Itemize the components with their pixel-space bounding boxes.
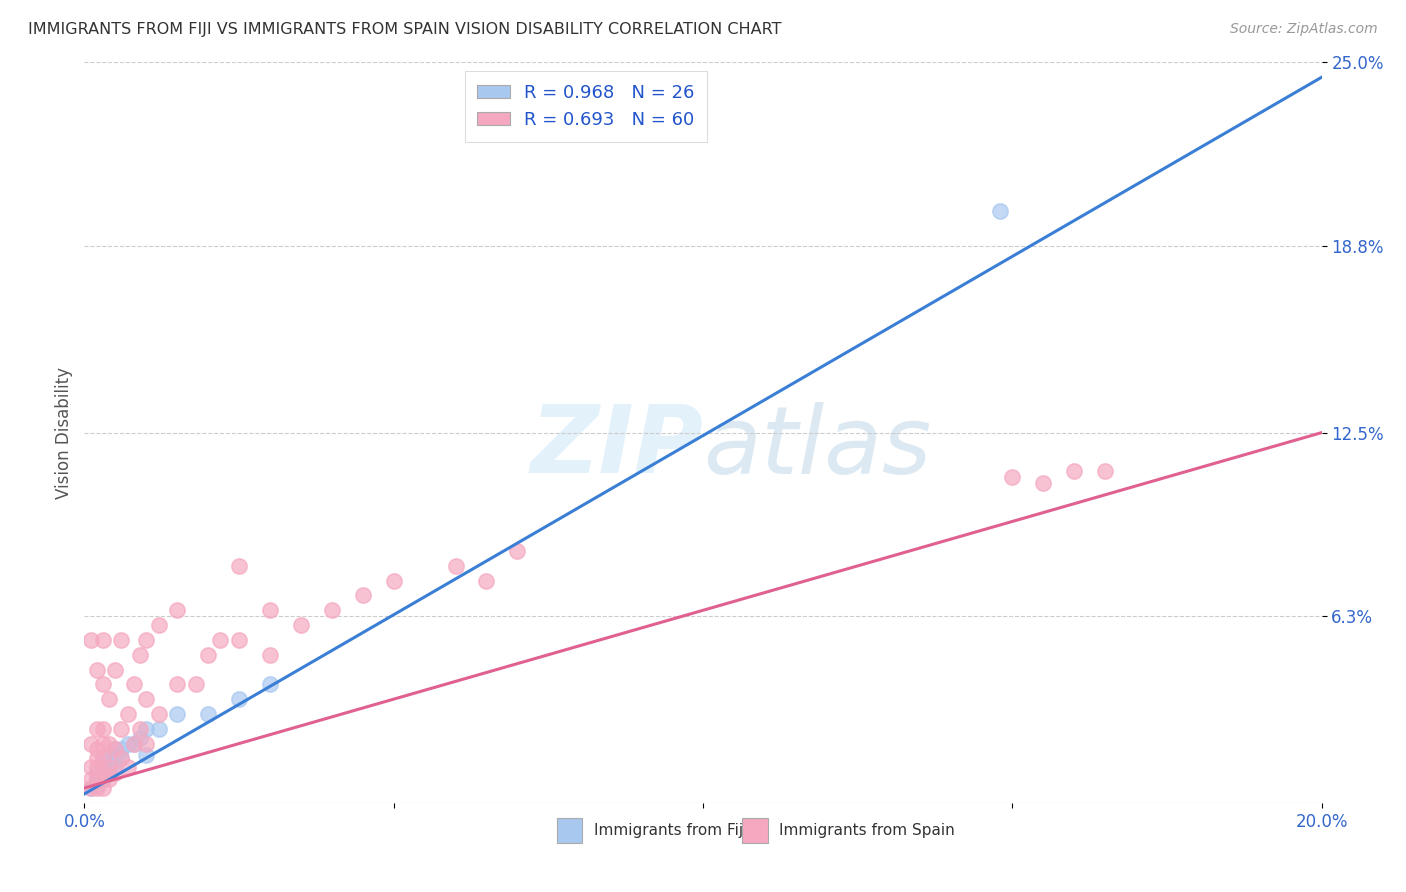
Point bbox=[86, 742, 108, 756]
Point bbox=[79, 632, 101, 647]
Point bbox=[104, 766, 127, 780]
Text: atlas: atlas bbox=[703, 402, 931, 493]
Point bbox=[91, 677, 114, 691]
Point bbox=[506, 544, 529, 558]
Point bbox=[86, 760, 108, 774]
Point bbox=[184, 677, 207, 691]
Point bbox=[79, 772, 101, 786]
Point bbox=[104, 742, 127, 756]
Point bbox=[86, 722, 108, 736]
Point bbox=[988, 203, 1011, 218]
Point bbox=[1001, 470, 1024, 484]
Point bbox=[110, 722, 132, 736]
Point bbox=[86, 780, 108, 795]
Point bbox=[382, 574, 405, 588]
Point bbox=[148, 722, 170, 736]
Point bbox=[122, 737, 145, 751]
Text: Source: ZipAtlas.com: Source: ZipAtlas.com bbox=[1230, 22, 1378, 37]
Point bbox=[228, 558, 250, 573]
Point bbox=[321, 603, 343, 617]
Point bbox=[98, 692, 121, 706]
Point bbox=[122, 737, 145, 751]
Y-axis label: Vision Disability: Vision Disability bbox=[55, 367, 73, 499]
Point bbox=[135, 722, 157, 736]
Point bbox=[86, 751, 108, 765]
Point bbox=[117, 760, 139, 774]
Point bbox=[135, 632, 157, 647]
Point bbox=[129, 731, 152, 745]
Point bbox=[166, 706, 188, 721]
Point bbox=[148, 618, 170, 632]
Point bbox=[129, 648, 152, 662]
Point bbox=[197, 706, 219, 721]
Point bbox=[91, 751, 114, 765]
Point bbox=[98, 772, 121, 786]
Point bbox=[110, 751, 132, 765]
Point bbox=[110, 742, 132, 756]
Point bbox=[91, 760, 114, 774]
Point bbox=[122, 677, 145, 691]
Legend: R = 0.968   N = 26, R = 0.693   N = 60: R = 0.968 N = 26, R = 0.693 N = 60 bbox=[464, 71, 707, 142]
Point bbox=[117, 737, 139, 751]
Point bbox=[209, 632, 232, 647]
Point bbox=[91, 737, 114, 751]
Point bbox=[91, 751, 114, 765]
Point bbox=[98, 760, 121, 774]
Point bbox=[86, 778, 108, 792]
Text: Immigrants from Spain: Immigrants from Spain bbox=[779, 822, 955, 838]
Point bbox=[166, 603, 188, 617]
Point bbox=[104, 663, 127, 677]
Point bbox=[79, 780, 101, 795]
Point bbox=[135, 748, 157, 763]
Point bbox=[148, 706, 170, 721]
Point bbox=[86, 663, 108, 677]
Point bbox=[79, 737, 101, 751]
Point bbox=[91, 780, 114, 795]
Point bbox=[1094, 464, 1116, 478]
Text: IMMIGRANTS FROM FIJI VS IMMIGRANTS FROM SPAIN VISION DISABILITY CORRELATION CHAR: IMMIGRANTS FROM FIJI VS IMMIGRANTS FROM … bbox=[28, 22, 782, 37]
Point bbox=[91, 722, 114, 736]
Text: Immigrants from Fiji: Immigrants from Fiji bbox=[593, 822, 747, 838]
Point bbox=[228, 632, 250, 647]
Point bbox=[444, 558, 467, 573]
Point bbox=[98, 737, 121, 751]
Point bbox=[91, 632, 114, 647]
Text: ZIP: ZIP bbox=[530, 401, 703, 493]
Point bbox=[79, 760, 101, 774]
Point bbox=[110, 751, 132, 765]
Point bbox=[98, 766, 121, 780]
Point bbox=[129, 722, 152, 736]
Point bbox=[86, 772, 108, 786]
Point bbox=[228, 692, 250, 706]
Point bbox=[259, 648, 281, 662]
Point bbox=[135, 737, 157, 751]
Point bbox=[104, 760, 127, 774]
Point bbox=[352, 589, 374, 603]
Point bbox=[475, 574, 498, 588]
Point bbox=[98, 755, 121, 769]
Point bbox=[86, 772, 108, 786]
Point bbox=[197, 648, 219, 662]
Point bbox=[91, 772, 114, 786]
Point bbox=[104, 742, 127, 756]
Point bbox=[86, 766, 108, 780]
Point bbox=[104, 748, 127, 763]
Point bbox=[135, 692, 157, 706]
Point bbox=[1032, 475, 1054, 490]
Point bbox=[1063, 464, 1085, 478]
Point bbox=[91, 766, 114, 780]
Point bbox=[110, 632, 132, 647]
Point bbox=[166, 677, 188, 691]
Point bbox=[290, 618, 312, 632]
Point bbox=[117, 706, 139, 721]
Point bbox=[79, 780, 101, 795]
Point bbox=[91, 766, 114, 780]
Point bbox=[259, 677, 281, 691]
Point bbox=[259, 603, 281, 617]
